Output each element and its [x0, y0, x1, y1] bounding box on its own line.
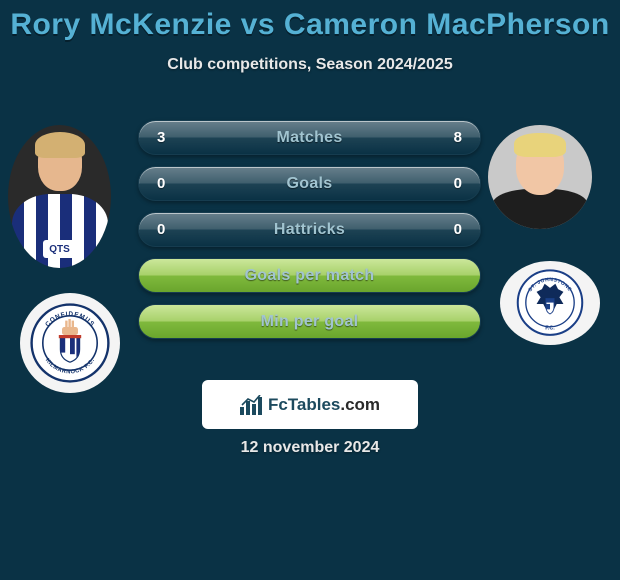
club-crest-left: CONFIDEMUS KILMARNOCK F.C.: [20, 293, 120, 393]
club-crest-right: ST. JOHNSTONE F.C.: [500, 261, 600, 345]
stat-right-value: 8: [454, 121, 462, 154]
svg-text:F.C.: F.C.: [545, 326, 555, 332]
stats-comparison-block: 3 Matches 8 0 Goals 0 0 Hattricks 0 Goal…: [138, 120, 481, 350]
stat-row-hattricks: 0 Hattricks 0: [138, 212, 481, 247]
stat-right-value: 0: [454, 167, 462, 200]
kilmarnock-crest-icon: CONFIDEMUS KILMARNOCK F.C.: [30, 303, 110, 383]
stat-label: Min per goal: [139, 305, 480, 338]
jersey-sponsor-left: QTS: [43, 240, 77, 258]
footer-date: 12 november 2024: [0, 439, 620, 457]
stat-label: Hattricks: [139, 213, 480, 246]
bar-chart-icon: [240, 395, 262, 415]
st-johnstone-crest-icon: ST. JOHNSTONE F.C.: [510, 269, 590, 336]
stat-left-value: 3: [157, 121, 165, 154]
player-right-avatar: [488, 125, 592, 229]
fctables-logo[interactable]: FcTables.com: [202, 380, 418, 429]
brand-name: FcTables.com: [268, 395, 380, 415]
player-left-avatar: QTS: [8, 125, 111, 268]
stat-right-value: 0: [454, 213, 462, 246]
page-title: Rory McKenzie vs Cameron MacPherson: [0, 0, 620, 42]
stat-row-goals: 0 Goals 0: [138, 166, 481, 201]
stat-left-value: 0: [157, 167, 165, 200]
subtitle-season: Club competitions, Season 2024/2025: [0, 56, 620, 74]
stat-label: Goals: [139, 167, 480, 200]
stat-row-goals-per-match: Goals per match: [138, 258, 481, 293]
stat-left-value: 0: [157, 213, 165, 246]
stat-row-min-per-goal: Min per goal: [138, 304, 481, 339]
stat-row-matches: 3 Matches 8: [138, 120, 481, 155]
stat-label: Matches: [139, 121, 480, 154]
stat-label: Goals per match: [139, 259, 480, 292]
